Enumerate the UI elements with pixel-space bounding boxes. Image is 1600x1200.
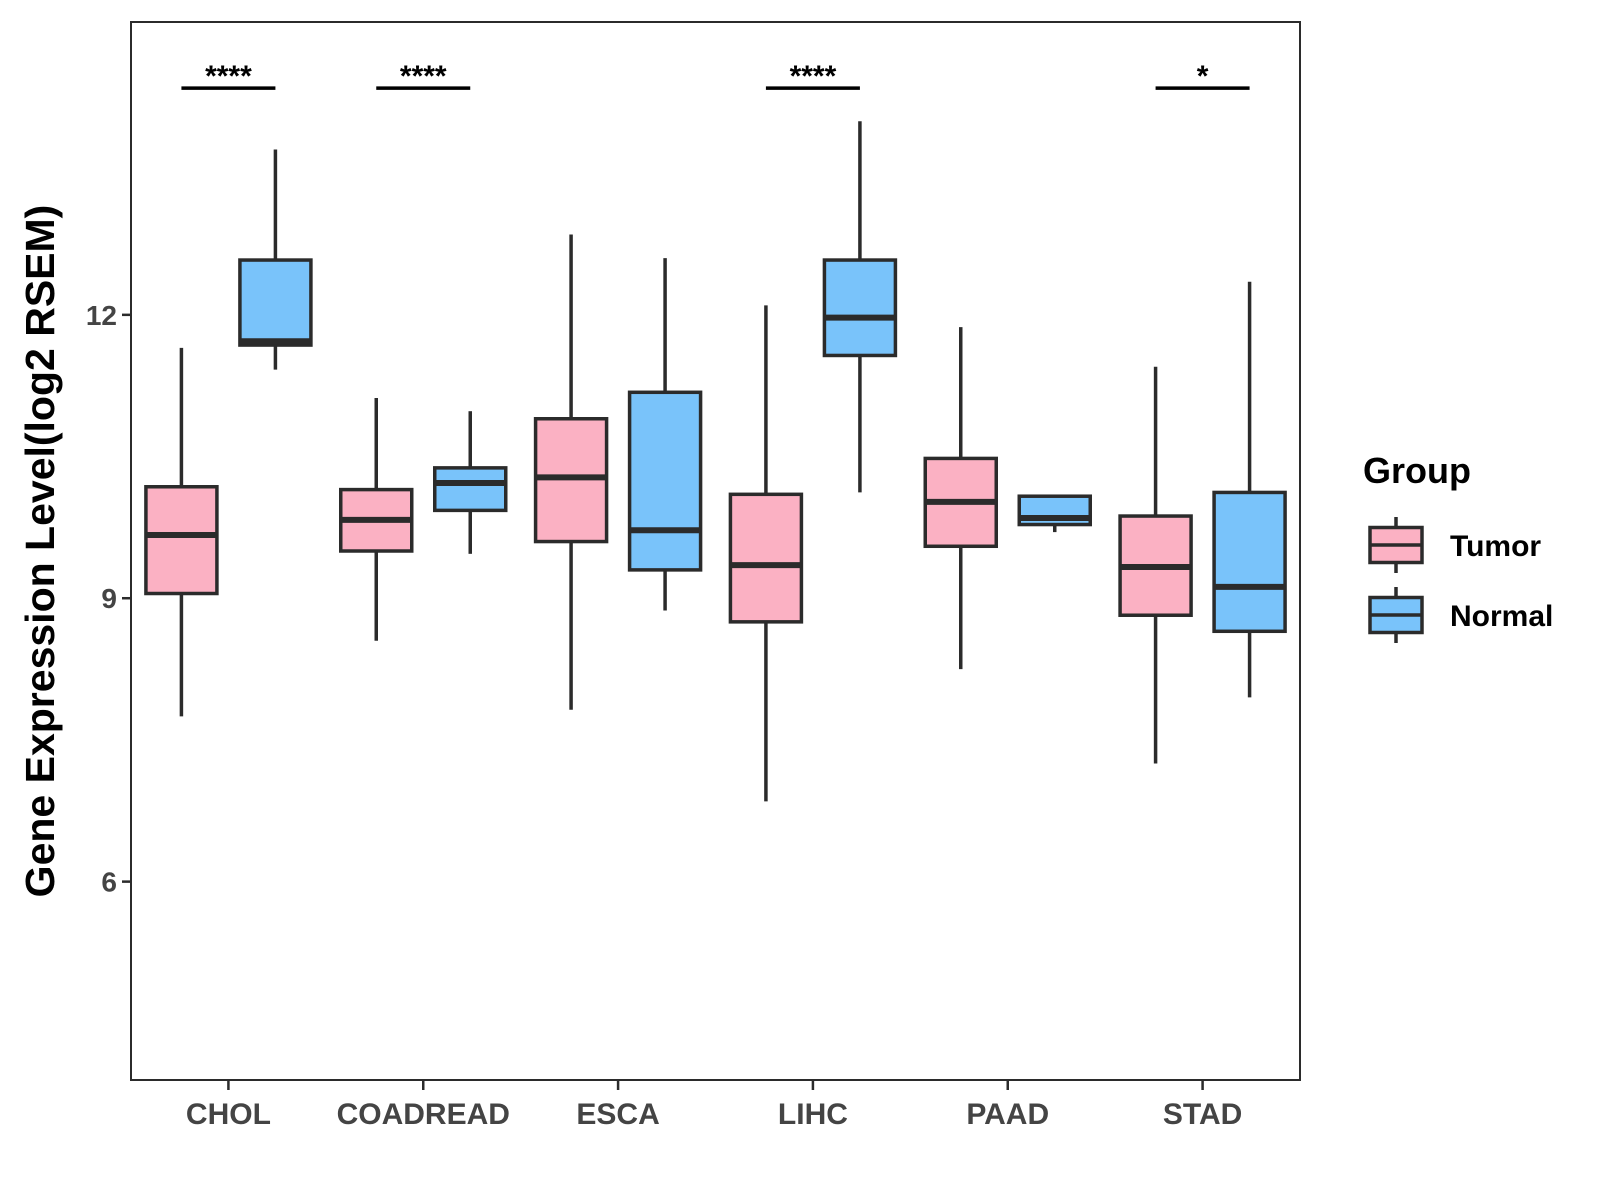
y-tick-label: 12	[86, 300, 117, 331]
y-axis-title: Gene Expression Level(log2 RSEM)	[17, 205, 63, 898]
box-body	[238, 258, 313, 347]
x-tick-label: CHOL	[186, 1098, 271, 1131]
box-tumor-chol	[144, 347, 219, 717]
box-tumor-stad	[1118, 366, 1193, 764]
box-body	[433, 466, 508, 513]
significance-label: ****	[205, 60, 252, 93]
significance-label: *	[1197, 60, 1209, 93]
box-body	[728, 492, 804, 624]
y-tick-label: 9	[101, 583, 117, 614]
box-normal-esca	[627, 258, 703, 611]
legend-key-tumor	[1368, 517, 1424, 573]
box-normal-lihc	[822, 121, 898, 493]
y-tick-label: 6	[101, 867, 117, 898]
box-normal-chol	[238, 149, 313, 370]
box-tumor-lihc	[728, 305, 804, 802]
legend: Group Tumor Normal	[1363, 450, 1553, 643]
plot-area: **** **** **** *	[144, 60, 1287, 802]
panel-border	[130, 21, 1301, 1081]
x-tick-label: COADREAD	[337, 1098, 510, 1131]
box-normal-paad	[1017, 494, 1092, 533]
significance-stad: *	[1155, 60, 1250, 93]
significance-chol: ****	[181, 60, 276, 93]
significance-label: ****	[790, 60, 837, 93]
axes: 6 9 12 CHOL COADREAD ESCA LIHC PAAD STAD	[86, 21, 1301, 1131]
box-tumor-paad	[923, 327, 998, 670]
legend-label-normal: Normal	[1450, 600, 1553, 633]
box-normal-coadread	[433, 411, 508, 554]
x-tick-label: ESCA	[576, 1098, 659, 1131]
legend-key-normal	[1368, 587, 1424, 643]
x-tick-label: STAD	[1163, 1098, 1242, 1131]
box-normal-stad	[1212, 281, 1287, 698]
box-body	[627, 390, 703, 572]
box-tumor-esca	[533, 234, 609, 710]
box-tumor-coadread	[339, 397, 414, 641]
box-body	[1212, 490, 1287, 634]
significance-label: ****	[400, 60, 447, 93]
significance-coadread: ****	[376, 60, 471, 93]
legend-label-tumor: Tumor	[1450, 530, 1541, 563]
legend-title: Group	[1363, 450, 1471, 491]
significance-lihc: ****	[765, 60, 860, 93]
box-body	[822, 258, 898, 358]
x-tick-label: PAAD	[966, 1098, 1049, 1131]
x-tick-label: LIHC	[778, 1098, 848, 1131]
box-body	[144, 485, 219, 596]
